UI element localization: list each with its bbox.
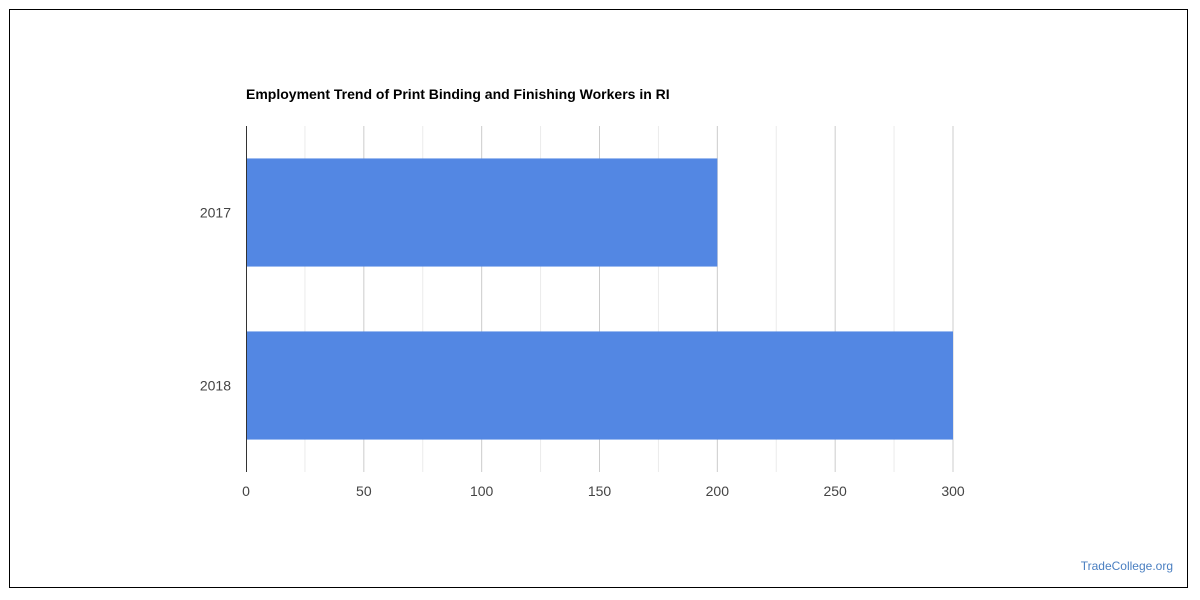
chart-title: Employment Trend of Print Binding and Fi… — [246, 86, 670, 102]
y-tick-label: 2017 — [200, 205, 231, 221]
x-tick-label: 200 — [706, 483, 730, 499]
x-tick-label: 150 — [588, 483, 612, 499]
bar-2017 — [246, 158, 718, 267]
y-tick-label: 2018 — [200, 378, 231, 394]
x-tick-label: 50 — [356, 483, 372, 499]
source-credit[interactable]: TradeCollege.org — [1080, 559, 1173, 573]
bar-chart: Employment Trend of Print Binding and Fi… — [200, 86, 965, 499]
axis-layer: 2017 2018 0 50 100 150 200 250 300 — [200, 126, 965, 499]
chart-frame: Employment Trend of Print Binding and Fi… — [9, 9, 1188, 588]
x-tick-label: 0 — [242, 483, 250, 499]
x-tick-label: 100 — [470, 483, 494, 499]
x-tick-label: 300 — [941, 483, 965, 499]
bars-layer — [246, 158, 953, 440]
bar-2018 — [246, 331, 953, 440]
x-tick-label: 250 — [823, 483, 847, 499]
